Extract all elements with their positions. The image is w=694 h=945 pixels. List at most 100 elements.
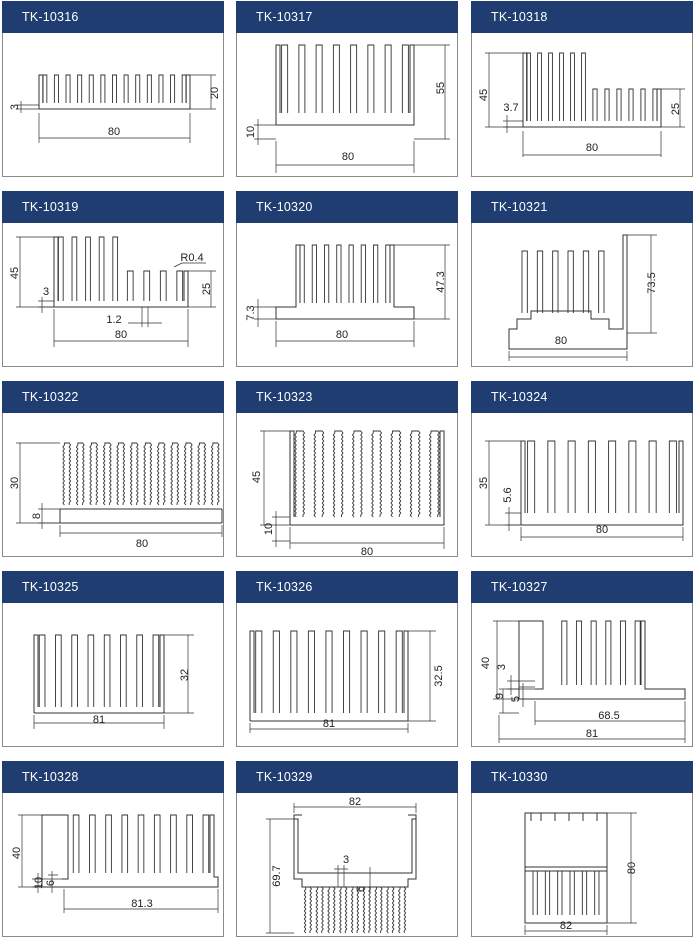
heatsink-fin [336, 244, 342, 303]
product-card-tk-10323: TK-10323 45 10 80 [236, 381, 458, 557]
card-header: TK-10322 [2, 381, 224, 413]
heatsink-fin [532, 870, 538, 915]
heatsink-fin [89, 442, 99, 506]
dim-a: 3 [343, 854, 349, 866]
dim-width: 81 [323, 718, 335, 730]
dim-base: 3 [43, 286, 49, 298]
heatsink-fin [332, 430, 344, 518]
dim-width: 80 [342, 151, 354, 163]
heatsink-fin [581, 870, 588, 915]
heatsink-fin [360, 244, 366, 303]
heatsink-fin [153, 814, 161, 873]
heatsink-fin [158, 74, 164, 103]
heatsink-fin [88, 74, 94, 103]
heatsink-fin [590, 620, 597, 685]
dim-base: 5.6 [502, 487, 514, 502]
heatsink-fin [547, 440, 556, 513]
dim-height: 45 [251, 471, 263, 483]
heatsink-fin [536, 250, 544, 313]
heatsink-fin [255, 630, 263, 713]
dim-height: 45 [9, 267, 21, 279]
heatsink-fin [640, 88, 646, 121]
heatsink-drawing: R0.4 25 45 3 1.2 80 [9, 236, 216, 347]
heatsink-fin [303, 886, 313, 934]
heatsink-fin [544, 870, 551, 915]
heatsink-fin [112, 236, 119, 301]
heatsink-fin [85, 236, 91, 301]
product-card-tk-10316: TK-10316 20 3 80 [2, 1, 224, 177]
heatsink-fin [143, 270, 151, 301]
heatsink-fin [527, 440, 536, 513]
heatsink-fin [71, 236, 78, 301]
product-card-tk-10317: TK-10317 55 10 80 [236, 1, 458, 177]
heatsink-drawing: 32.5 81 [249, 630, 445, 733]
heatsink-fin [537, 52, 542, 121]
heatsink-fin [77, 74, 83, 103]
heatsink-fin [281, 44, 289, 113]
heatsink-fin [159, 270, 167, 301]
heatsink-fin [186, 814, 193, 873]
card-header: TK-10324 [471, 381, 693, 413]
heatsink-fin [397, 886, 407, 934]
model-label: TK-10316 [22, 10, 79, 24]
heatsink-fin [146, 74, 152, 103]
heatsink-drawing: 40 3 9 5 68.5 81 [480, 620, 686, 743]
card-header: TK-10321 [471, 191, 693, 223]
heatsink-fin [592, 88, 598, 121]
dim-base: 8 [31, 513, 43, 519]
card-header: TK-10323 [236, 381, 458, 413]
model-label: TK-10327 [491, 580, 548, 594]
heatsink-fin [594, 870, 600, 915]
dim-width: 80 [586, 142, 598, 154]
dim-height: 73.5 [646, 272, 658, 293]
dim-height-low: 25 [670, 103, 682, 115]
heatsink-fin [395, 630, 403, 713]
model-label: TK-10317 [256, 10, 313, 24]
heatsink-fin [65, 74, 71, 103]
dim-width: 80 [108, 126, 120, 138]
heatsink-drawing: 47.3 7.3 80 [245, 244, 450, 347]
dim-width: 81.3 [131, 898, 152, 910]
heatsink-fin [561, 620, 568, 685]
heatsink-fin [628, 88, 634, 121]
heatsink-fin [89, 814, 96, 873]
heatsink-drawing: 45 10 80 [251, 430, 445, 557]
heatsink-fin [371, 430, 383, 518]
heatsink-fin [608, 440, 617, 513]
heatsink-fin [567, 440, 576, 513]
heatsink-fin [311, 244, 317, 303]
dim-height: 69.7 [271, 865, 283, 886]
heatsink-fin [567, 250, 574, 313]
heatsink-drawing: 30 8 80 [9, 442, 223, 550]
model-label: TK-10325 [22, 580, 79, 594]
heatsink-fin [390, 430, 402, 518]
heatsink-fin [619, 620, 627, 685]
heatsink-drawing: 82 69.7 3 6 [266, 796, 417, 934]
heatsink-fin [526, 52, 531, 121]
heatsink-fin [385, 244, 391, 303]
heatsink-fin [272, 630, 280, 713]
model-label: TK-10318 [491, 10, 548, 24]
heatsink-fin [112, 74, 117, 103]
product-card-tk-10324: TK-10324 35 5.6 80 [471, 381, 693, 557]
heatsink-fin [386, 886, 395, 934]
heatsink-fin [72, 814, 80, 873]
dim-a: 3 [496, 664, 508, 670]
card-header: TK-10319 [2, 191, 224, 223]
product-card-tk-10329: TK-10329 82 69.7 3 6 [236, 761, 458, 937]
heatsink-fin [569, 870, 575, 915]
dim-b: 6 [355, 886, 367, 892]
dim-height: 55 [435, 82, 447, 94]
product-card-tk-10322: TK-10322 30 8 80 [2, 381, 224, 557]
heatsink-fin [521, 250, 528, 313]
heatsink-fin [120, 634, 127, 707]
heatsink-fin [360, 630, 368, 713]
heatsink-fin [62, 442, 72, 506]
heatsink-fin [343, 630, 351, 713]
heatsink-fin [299, 244, 305, 303]
dim-height-low: 25 [201, 283, 213, 295]
heatsink-fin [548, 52, 553, 121]
heatsink-fin [598, 250, 605, 313]
drawing-frame [236, 413, 458, 557]
model-label: TK-10323 [256, 390, 313, 404]
